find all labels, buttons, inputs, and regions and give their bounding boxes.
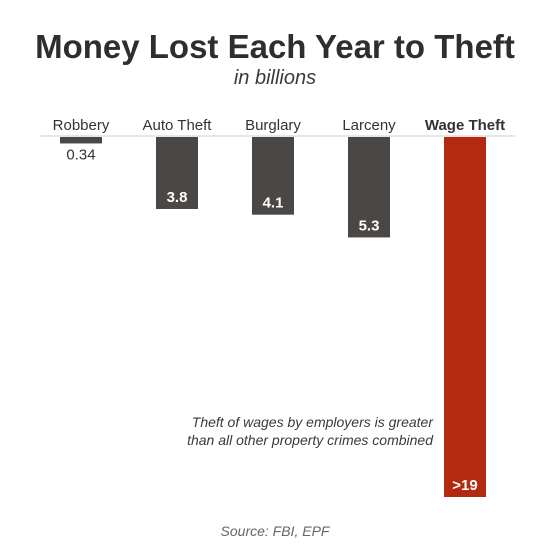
chart-subtitle: in billions [234, 67, 316, 89]
value-label-burglary: 4.1 [263, 195, 284, 212]
category-label-robbery: Robbery [53, 117, 110, 134]
category-label-wage-theft: Wage Theft [425, 117, 505, 134]
bar-wage-theft [444, 137, 486, 497]
bar-auto-theft [156, 137, 198, 209]
bar-robbery [60, 137, 102, 144]
bar-burglary [252, 137, 294, 215]
category-label-auto-theft: Auto Theft [143, 117, 213, 134]
chart-title: Money Lost Each Year to Theft [35, 28, 515, 65]
value-label-larceny: 5.3 [359, 217, 380, 234]
category-label-larceny: Larceny [342, 117, 396, 134]
bar-larceny [348, 137, 390, 238]
annotation-line-1: Theft of wages by employers is greater [192, 414, 435, 430]
category-label-burglary: Burglary [245, 117, 301, 134]
value-label-auto-theft: 3.8 [167, 189, 188, 206]
value-label-wage-theft: >19 [452, 477, 477, 494]
source-note: Source: FBI, EPF [221, 523, 331, 539]
annotation-line-2: than all other property crimes combined [187, 432, 434, 448]
value-label-robbery: 0.34 [66, 146, 95, 163]
bars-group: Robbery 0.34 Auto Theft 3.8 Burglary 4.1 Larce… [53, 117, 505, 497]
